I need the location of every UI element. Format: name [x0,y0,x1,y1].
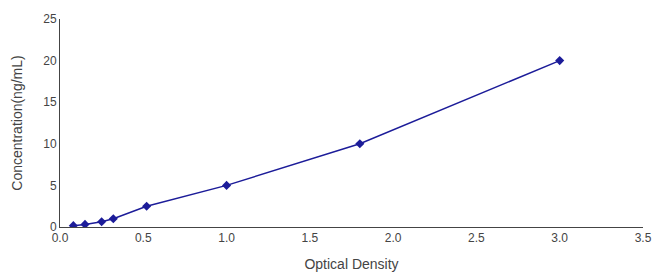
svg-text:Concentration(ng/mL): Concentration(ng/mL) [9,55,25,190]
svg-text:20: 20 [43,54,57,68]
svg-text:10: 10 [43,137,57,151]
svg-text:Optical Density: Optical Density [304,256,398,272]
svg-text:2.5: 2.5 [468,231,485,245]
svg-text:0: 0 [50,220,57,234]
svg-text:0.5: 0.5 [135,231,152,245]
svg-text:25: 25 [43,12,57,26]
svg-text:15: 15 [43,95,57,109]
svg-text:2.0: 2.0 [385,231,402,245]
svg-text:3.5: 3.5 [635,231,652,245]
svg-text:5: 5 [50,179,57,193]
svg-text:3.0: 3.0 [551,231,568,245]
svg-text:0.0: 0.0 [52,231,69,245]
svg-text:1.0: 1.0 [218,231,235,245]
svg-text:1.5: 1.5 [302,231,319,245]
